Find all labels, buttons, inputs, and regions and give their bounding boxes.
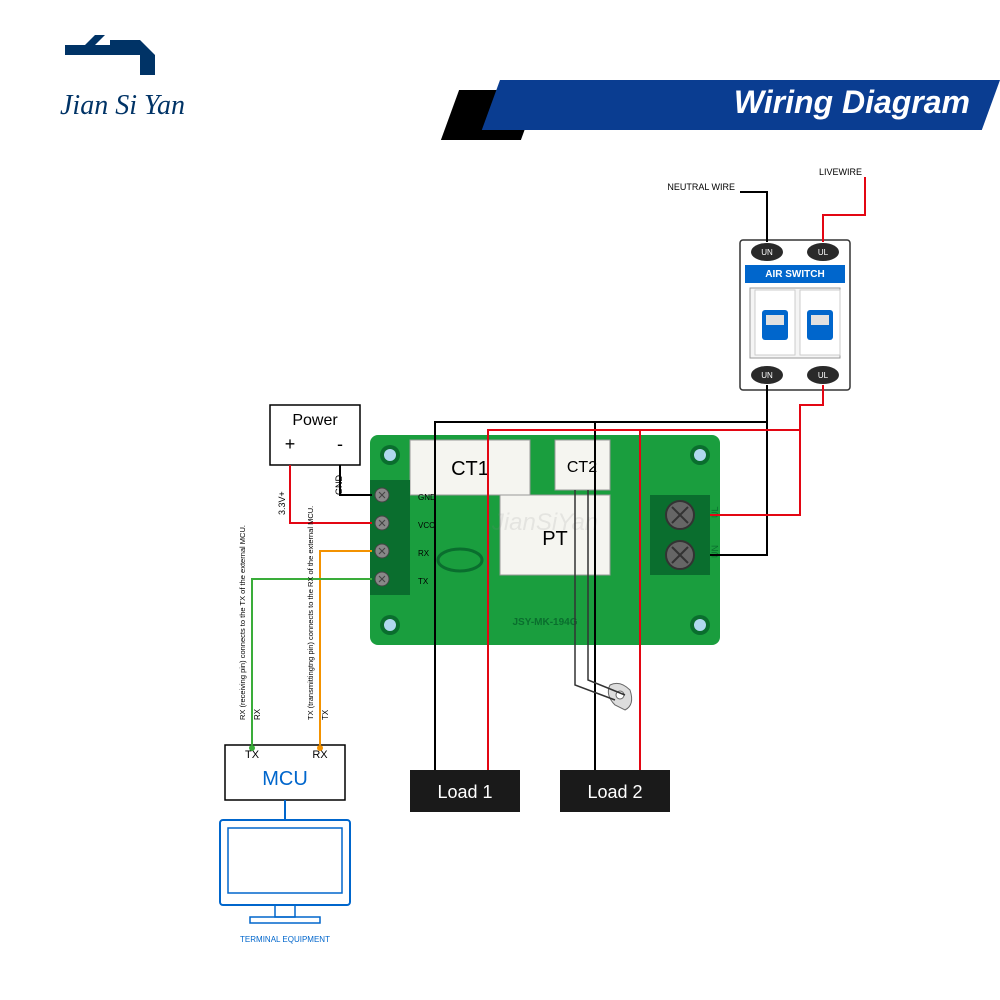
pcb-board: CT1 CT2 PT GND VCC RX TX UL UN JSY-MK-19… <box>370 435 720 645</box>
page-title: Wiring Diagram <box>734 84 970 121</box>
svg-text:GND: GND <box>418 493 436 502</box>
svg-text:UL: UL <box>710 506 720 518</box>
title-banner: Wiring Diagram <box>450 80 1000 140</box>
mcu-label: MCU <box>262 768 308 790</box>
svg-text:UN: UN <box>761 248 773 257</box>
livewire-label: LIVEWIRE <box>819 167 862 177</box>
svg-text:UL: UL <box>818 371 829 380</box>
svg-text:RX: RX <box>418 549 430 558</box>
ct-clamp-icon <box>608 683 631 710</box>
logo: Jian Si Yan <box>60 30 185 122</box>
live-wire-in <box>823 177 865 242</box>
svg-text:TX (transmittingtng pin) conne: TX (transmittingtng pin) connects to the… <box>306 506 315 720</box>
air-switch-label: AIR SWITCH <box>765 269 824 280</box>
tx-description: TX (transmittingtng pin) connects to the… <box>306 506 315 720</box>
air-switch: AIR SWITCH UN UL UN UL NEUTRAL WIRE LIVE… <box>667 167 862 390</box>
terminal-equipment-label: TERMINAL EQUIPMENT <box>240 935 330 944</box>
rx-pin-label: RX <box>253 708 262 720</box>
rx-description: RX (receiving pin) connects to the TX of… <box>238 525 247 720</box>
brand-name: Jian Si Yan <box>60 90 185 122</box>
svg-text:UL: UL <box>818 248 829 257</box>
load-2: Load 2 <box>560 770 670 812</box>
svg-text:-: - <box>337 434 343 454</box>
svg-text:UN: UN <box>761 371 773 380</box>
svg-text:UN: UN <box>710 545 720 558</box>
tx-pin-label: TX <box>321 709 330 720</box>
ct2-label: CT2 <box>567 459 597 476</box>
power-gnd-wire <box>340 465 372 495</box>
terminal-equipment: TERMINAL EQUIPMENT <box>220 800 350 944</box>
load-1: Load 1 <box>410 770 520 812</box>
load1-label: Load 1 <box>437 782 492 802</box>
v33-label: 3.3V+ <box>277 491 287 515</box>
load2-label: Load 2 <box>587 782 642 802</box>
svg-text:VCC: VCC <box>418 521 435 530</box>
board-model: JSY-MK-194G <box>512 617 577 628</box>
wiring-diagram: AIR SWITCH UN UL UN UL NEUTRAL WIRE LIVE… <box>0 160 1000 960</box>
ct1-label: CT1 <box>451 458 489 480</box>
neutral-wire-in <box>740 192 767 242</box>
power-box: Power + - 3.3V+ GND <box>270 405 360 515</box>
svg-text:JianSiYan: JianSiYan <box>491 509 598 536</box>
svg-text:+: + <box>285 434 296 454</box>
neutral-wire-label: NEUTRAL WIRE <box>667 182 735 192</box>
watermark: JianSiYan <box>491 509 598 536</box>
mcu-box: TX RX MCU <box>225 745 345 800</box>
power-label: Power <box>292 412 338 429</box>
svg-text:TX: TX <box>418 577 429 586</box>
svg-text:RX (receiving pin) connects to: RX (receiving pin) connects to the TX of… <box>238 525 247 720</box>
